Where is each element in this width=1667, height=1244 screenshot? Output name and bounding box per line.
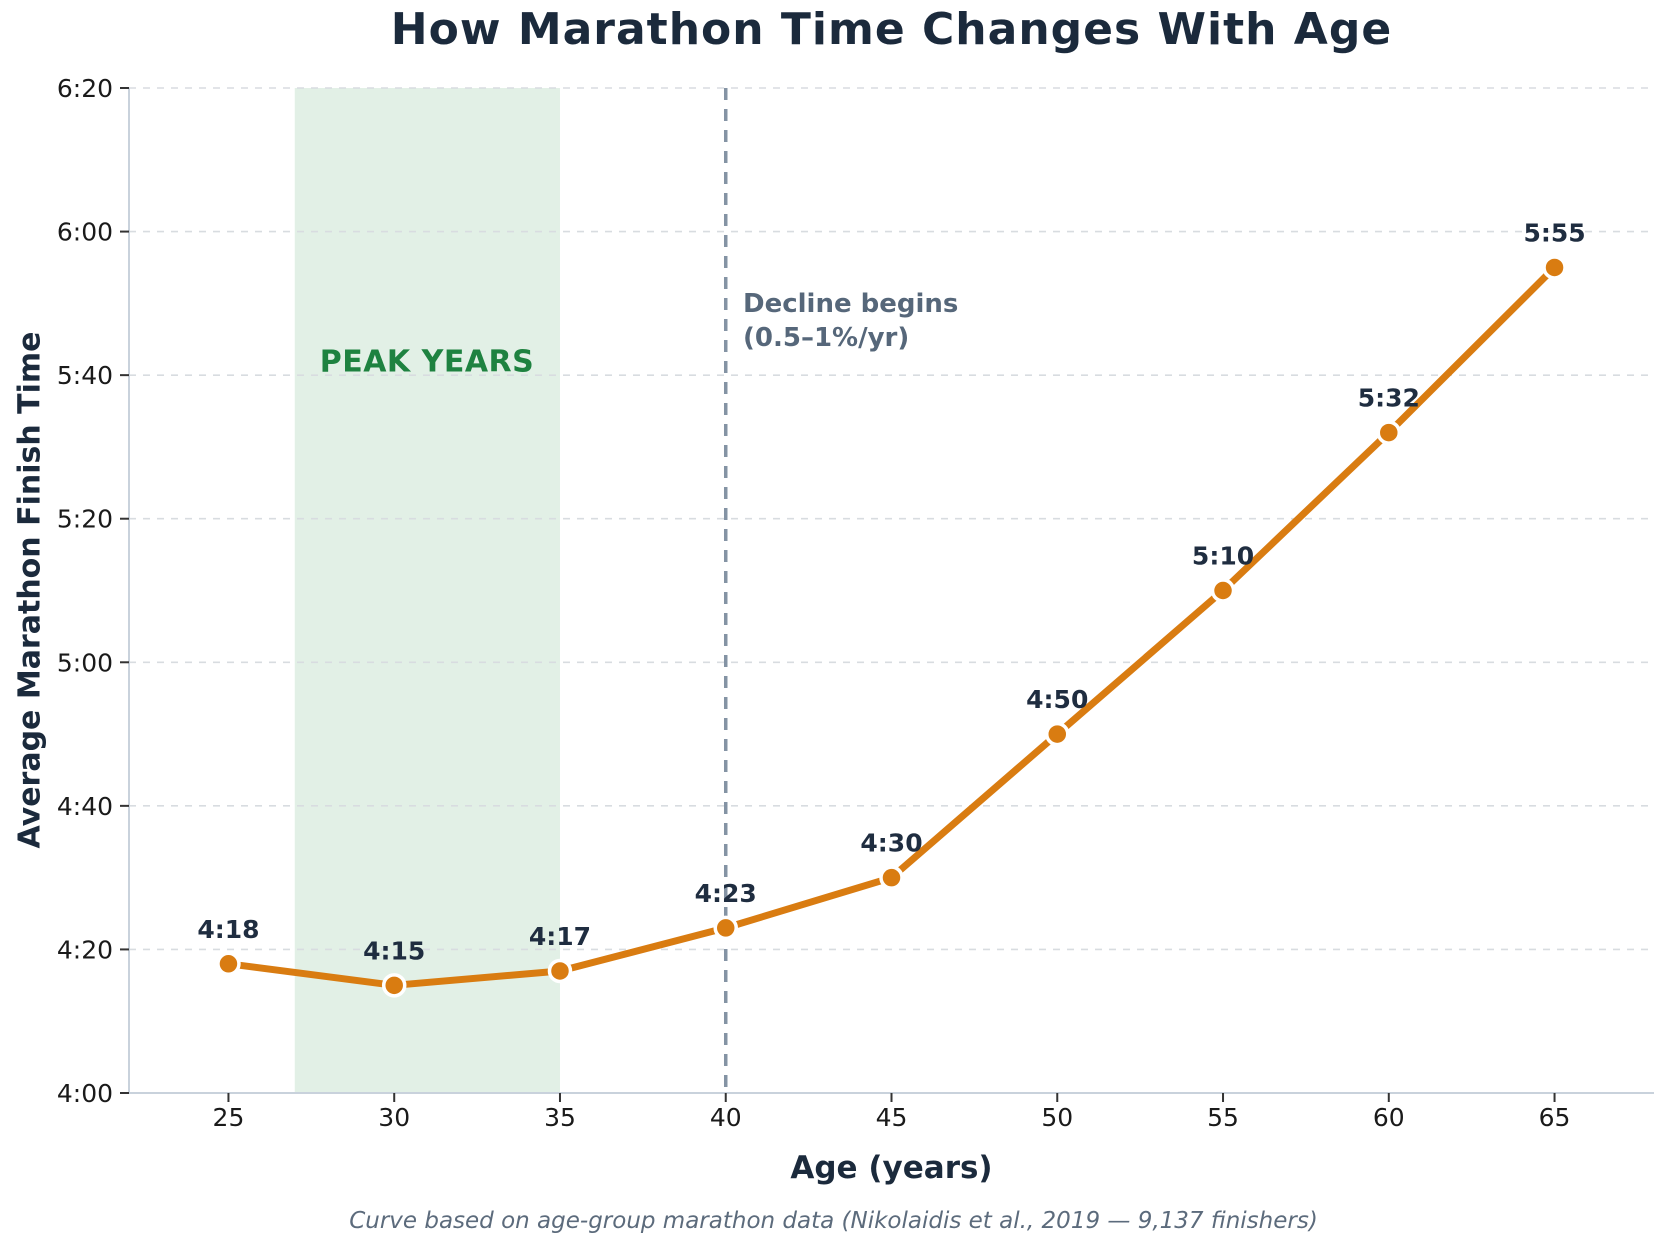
data-point [1542,255,1567,280]
data-point-label: 5:55 [1523,218,1585,247]
chart-caption: Curve based on age-group marathon data (… [349,1208,1318,1234]
y-tick-label: 4:00 [57,1079,113,1108]
data-point-label: 5:32 [1358,384,1420,413]
y-tick-label: 5:00 [57,648,113,677]
chart-title: How Marathon Time Changes With Age [390,4,1393,55]
x-axis-title: Age (years) [790,1150,993,1186]
data-point-label: 4:23 [695,879,757,908]
data-point-label: 4:17 [529,922,591,951]
x-tick-label: 65 [1539,1103,1571,1132]
data-point [1045,721,1070,747]
x-tick-label: 35 [544,1103,576,1132]
x-tick-label: 55 [1207,1103,1239,1132]
data-point [216,951,241,977]
x-tick-label: 45 [876,1103,908,1132]
decline-annotation-line2: (0.5–1%/yr) [743,323,910,353]
y-tick-label: 5:40 [57,361,113,390]
x-tick-label: 40 [710,1103,742,1132]
x-tick-label: 60 [1373,1103,1405,1132]
y-tick-label: 4:40 [57,792,113,821]
data-point [879,865,904,890]
data-point [547,958,573,984]
y-axis-title: Average Marathon Finish Time [12,331,48,849]
data-point [1210,578,1236,603]
y-tick-label: 6:20 [57,74,113,103]
x-tick-label: 30 [378,1103,410,1132]
peak-band [294,88,560,1093]
data-point [713,915,738,941]
x-tick-label: 50 [1041,1103,1073,1132]
data-point-label: 5:10 [1192,542,1254,571]
decline-annotation: Decline begins (0.5–1%/yr) [743,287,958,355]
decline-annotation-line1: Decline begins [743,289,959,319]
data-point-label: 4:18 [197,915,259,944]
data-point [381,973,407,998]
y-tick-label: 4:20 [57,935,113,964]
x-tick-label: 25 [213,1103,245,1132]
data-point-label: 4:15 [363,936,425,965]
data-point-label: 4:30 [860,829,922,858]
peak-years-label: PEAK YEARS [319,344,535,380]
data-point [1376,420,1402,445]
data-point-label: 4:50 [1026,685,1088,714]
y-tick-label: 6:00 [57,218,113,247]
y-tick-label: 5:20 [57,505,113,534]
